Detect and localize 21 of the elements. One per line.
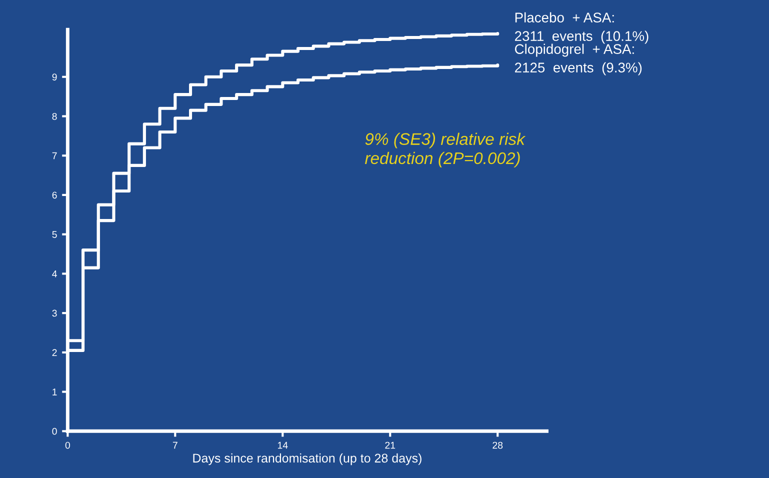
annotation: 2125 events (9.3%): [514, 62, 642, 76]
y-tick-label: 5: [52, 231, 57, 238]
y-tick-label: 9: [52, 74, 57, 80]
x-tick-label: 28: [492, 442, 503, 449]
series-label: Clopidogrel + ASA:: [514, 44, 634, 57]
annotation: 9% (SE3) relative risk reduction (2P=0.002): [364, 132, 526, 168]
y-tick-label: 8: [52, 112, 57, 120]
y-tick-label: 0: [52, 428, 57, 435]
y-tick-label: 6: [52, 192, 57, 199]
y-tick-label: 3: [52, 310, 57, 317]
y-tick-label: 4: [52, 270, 57, 278]
x-axis-title: Days since randomisation (up to 28 days): [193, 453, 422, 466]
x-tick-label: 14: [278, 442, 288, 449]
y-tick-label: 1: [52, 388, 57, 396]
x-tick-label: 7: [172, 442, 178, 449]
x-tick-label: 21: [385, 442, 396, 449]
annotation: 2311 events (10.1%): [514, 30, 648, 44]
x-tick-label: 0: [65, 442, 70, 449]
series-label: Placebo + ASA:: [515, 12, 614, 22]
y-tick-label: 2: [52, 349, 57, 356]
y-tick-label: 7: [52, 152, 57, 160]
